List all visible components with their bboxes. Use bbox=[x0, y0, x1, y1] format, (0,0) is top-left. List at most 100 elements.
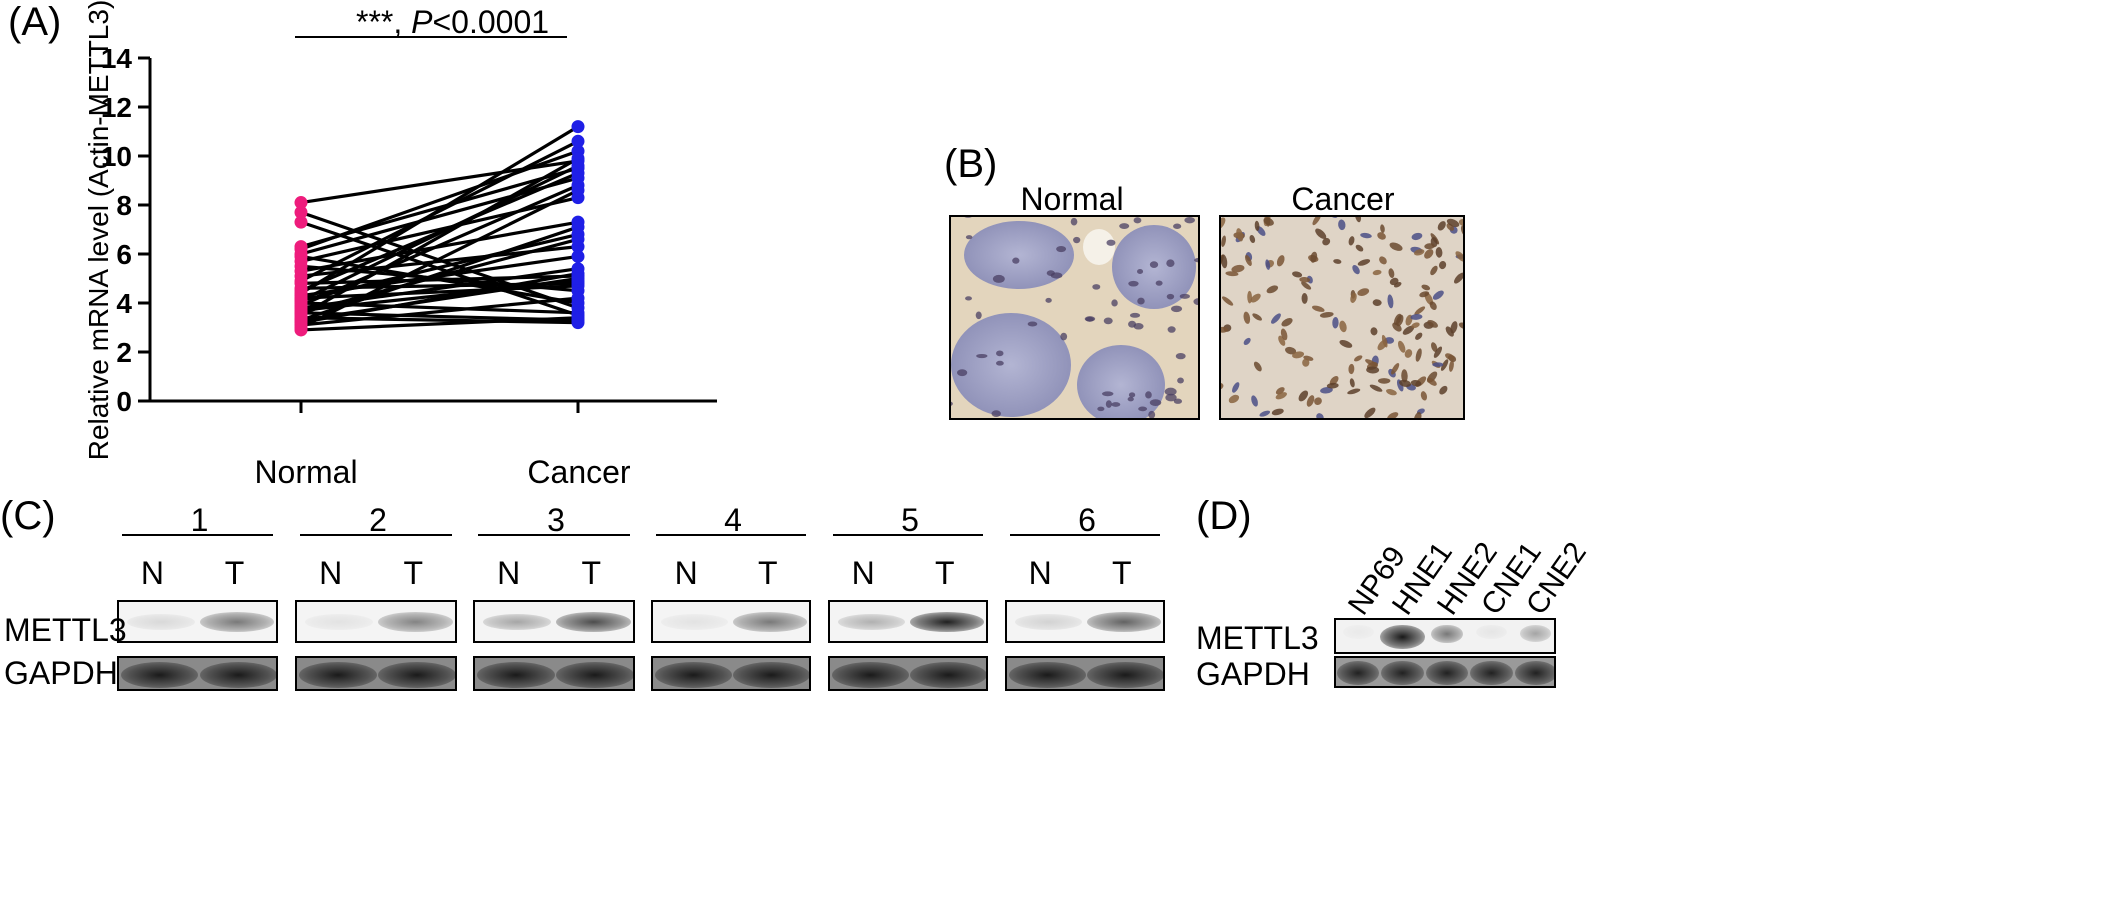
nucleus bbox=[1381, 334, 1388, 348]
nucleus bbox=[1377, 378, 1391, 384]
nucleus bbox=[1402, 325, 1415, 335]
nucleus bbox=[1220, 254, 1228, 269]
cancer-point bbox=[571, 291, 585, 305]
cancer-point bbox=[571, 134, 585, 148]
nucleus bbox=[1244, 254, 1252, 266]
nucleus bbox=[1179, 293, 1190, 299]
nucleus bbox=[1393, 313, 1402, 326]
normal-point bbox=[294, 196, 308, 210]
nucleus bbox=[1045, 297, 1052, 303]
nucleus bbox=[1148, 410, 1156, 419]
nucleus bbox=[1184, 216, 1195, 224]
nucleus bbox=[1314, 397, 1322, 405]
y-tick-label: 10 bbox=[101, 141, 132, 172]
nucleus bbox=[1432, 362, 1444, 367]
gapdh-blot-box bbox=[117, 656, 278, 691]
lane-label-t: T bbox=[935, 555, 955, 591]
gapdh-band-n bbox=[832, 662, 909, 688]
gapdh-band-n bbox=[655, 662, 732, 688]
nucleus bbox=[1281, 318, 1293, 327]
mettl3-blot-box bbox=[1005, 600, 1165, 643]
mettl3-band-t bbox=[199, 612, 274, 632]
nucleus bbox=[1404, 349, 1413, 358]
lane-label-t: T bbox=[1112, 555, 1132, 591]
x-category-cancer: Cancer bbox=[527, 454, 631, 490]
nucleus bbox=[1073, 236, 1081, 244]
mettl3-blot-box bbox=[828, 600, 988, 643]
mettl3-band-t bbox=[910, 612, 984, 632]
nucleus bbox=[1164, 387, 1177, 396]
nucleus bbox=[1339, 340, 1353, 348]
nucleus bbox=[1439, 385, 1448, 395]
nucleus bbox=[1445, 353, 1455, 361]
gapdh-blot-box bbox=[651, 656, 811, 691]
pair-number: 5 bbox=[901, 502, 919, 538]
nucleus bbox=[1437, 221, 1446, 231]
nucleus bbox=[1440, 359, 1449, 371]
gapdh-band-n bbox=[121, 662, 199, 688]
nucleus bbox=[1292, 351, 1305, 359]
pair-line bbox=[300, 149, 579, 251]
nucleus bbox=[1097, 406, 1105, 412]
nucleus bbox=[1299, 277, 1311, 283]
pair-number: 4 bbox=[724, 502, 742, 538]
mettl3-band-t bbox=[733, 612, 807, 632]
d-gapdh-blot-box bbox=[1334, 656, 1556, 688]
nucleus bbox=[1370, 327, 1378, 336]
nucleus bbox=[1301, 281, 1312, 290]
nucleus bbox=[1012, 257, 1020, 264]
d-gapdh-band bbox=[1470, 661, 1513, 685]
cancer-point bbox=[571, 183, 585, 197]
nucleus bbox=[1415, 332, 1423, 340]
nucleus bbox=[1306, 395, 1315, 407]
nucleus bbox=[1401, 369, 1408, 383]
y-axis-label: Relative mRNA level (Actin-METTL3) bbox=[83, 0, 114, 460]
ihc-normal-label: Normal bbox=[1020, 181, 1124, 217]
nucleus bbox=[1449, 360, 1454, 372]
nucleus bbox=[1372, 299, 1382, 306]
nucleus bbox=[1319, 311, 1334, 318]
c-row-label-mettl3: METTL3 bbox=[4, 612, 127, 648]
normal-point bbox=[294, 205, 308, 219]
nucleus bbox=[1167, 326, 1176, 333]
mettl3-blot-box bbox=[473, 600, 635, 643]
nucleus bbox=[1111, 299, 1118, 307]
pair-number: 1 bbox=[190, 502, 209, 538]
nucleus bbox=[1415, 348, 1422, 362]
gapdh-band-n bbox=[299, 662, 377, 688]
nucleus bbox=[1127, 396, 1134, 402]
nucleus bbox=[1175, 352, 1186, 360]
nucleus bbox=[1170, 305, 1183, 313]
nucleus bbox=[1372, 269, 1382, 276]
nucleus bbox=[1410, 314, 1423, 320]
mettl3-band-n bbox=[127, 614, 195, 630]
d-gapdh-band bbox=[1425, 661, 1469, 685]
nucleus bbox=[1438, 261, 1447, 270]
lane-label-n: N bbox=[497, 555, 521, 591]
nucleus bbox=[1106, 239, 1116, 246]
mettl3-blot-box bbox=[295, 600, 457, 643]
nucleus bbox=[991, 410, 1001, 417]
d-row-label-mettl3: METTL3 bbox=[1196, 620, 1319, 656]
gapdh-blot-box bbox=[295, 656, 457, 691]
nucleus bbox=[1222, 296, 1234, 306]
nucleus bbox=[965, 235, 973, 240]
nucleus bbox=[1092, 284, 1101, 290]
nucleus bbox=[1435, 247, 1443, 258]
nucleus bbox=[1027, 321, 1038, 327]
nucleus bbox=[1252, 313, 1263, 321]
normal-dots bbox=[294, 196, 308, 337]
nucleus bbox=[1424, 249, 1434, 259]
nucleus bbox=[1398, 340, 1406, 353]
lane-label-t: T bbox=[758, 555, 778, 591]
nucleus bbox=[1421, 284, 1431, 291]
cancer-point bbox=[571, 232, 585, 246]
nucleus bbox=[976, 353, 988, 359]
pair-number: 3 bbox=[547, 502, 565, 538]
pair-line bbox=[300, 176, 579, 256]
pair-number: 6 bbox=[1078, 502, 1096, 538]
nucleus bbox=[996, 350, 1004, 357]
nucleus bbox=[1243, 311, 1251, 324]
nucleus bbox=[1128, 392, 1136, 398]
nucleus bbox=[1411, 232, 1423, 241]
